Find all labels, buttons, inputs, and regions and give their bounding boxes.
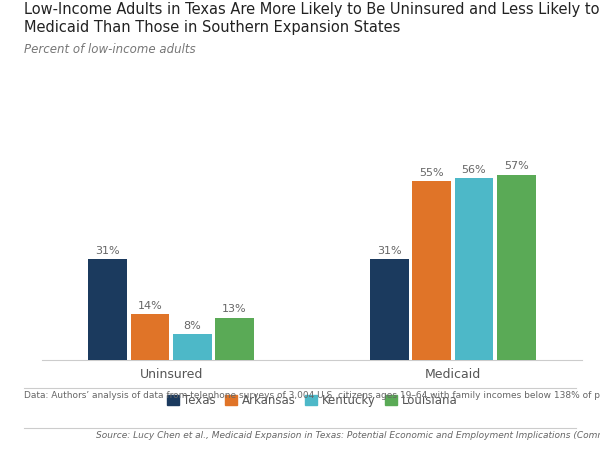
Text: 57%: 57% xyxy=(504,161,529,171)
Text: ✱: ✱ xyxy=(28,422,42,440)
Text: 31%: 31% xyxy=(95,246,120,256)
Text: Source: Lucy Chen et al., Medicaid Expansion in Texas: Potential Economic and Em: Source: Lucy Chen et al., Medicaid Expan… xyxy=(96,431,600,440)
Bar xyxy=(455,178,493,360)
Text: Medicaid Than Those in Southern Expansion States: Medicaid Than Those in Southern Expansio… xyxy=(24,20,400,35)
Bar xyxy=(215,318,254,360)
Text: Commonwealth: Commonwealth xyxy=(40,430,86,436)
Bar xyxy=(88,259,127,360)
Legend: Texas, Arkansas, Kentucky, Louisiana: Texas, Arkansas, Kentucky, Louisiana xyxy=(167,394,457,407)
Text: Percent of low-income adults: Percent of low-income adults xyxy=(24,43,196,56)
Text: 14%: 14% xyxy=(137,301,163,311)
Text: 31%: 31% xyxy=(377,246,402,256)
Text: Low-Income Adults in Texas Are More Likely to Be Uninsured and Less Likely to Ha: Low-Income Adults in Texas Are More Like… xyxy=(24,2,600,17)
Bar xyxy=(131,315,169,360)
Text: 8%: 8% xyxy=(184,321,201,331)
Text: 55%: 55% xyxy=(419,168,444,178)
Text: The: The xyxy=(56,422,70,428)
Text: Fund: Fund xyxy=(53,437,73,443)
Bar xyxy=(370,259,409,360)
Text: 13%: 13% xyxy=(222,305,247,315)
Bar xyxy=(412,181,451,360)
Text: Data: Authors’ analysis of data from telephone surveys of 3,004 U.S. citizens ag: Data: Authors’ analysis of data from tel… xyxy=(24,391,600,400)
Text: 56%: 56% xyxy=(461,165,487,175)
Bar xyxy=(497,175,536,360)
Bar xyxy=(173,334,212,360)
